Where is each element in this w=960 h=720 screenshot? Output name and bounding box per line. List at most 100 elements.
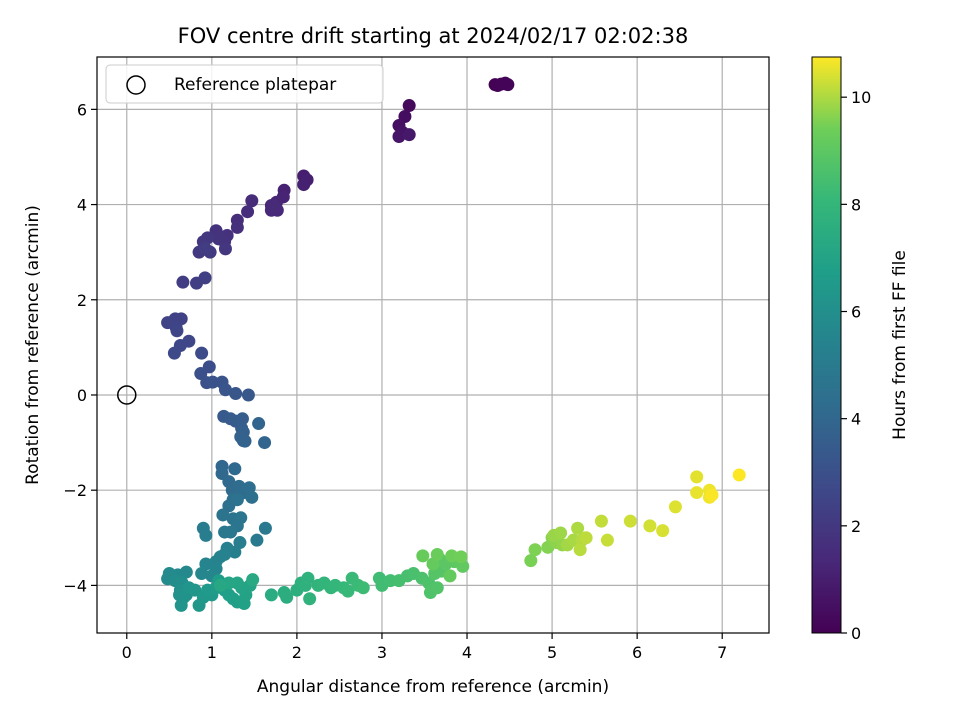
data-point (732, 468, 746, 482)
data-point (198, 271, 212, 285)
reference-platepar-marker (117, 385, 137, 405)
data-point (356, 581, 370, 595)
data-point (218, 383, 232, 397)
data-point (690, 486, 704, 500)
data-point (690, 470, 704, 484)
y-axis-ticks: −4 −2 0 2 4 6 (63, 100, 97, 595)
data-point (199, 528, 213, 542)
y-tick-label: 4 (77, 196, 87, 215)
legend: Reference platepar (105, 64, 384, 104)
colorbar-label: Hours from first FF file (890, 250, 910, 440)
colorbar-tick-label: 0 (851, 624, 861, 643)
data-point (241, 388, 255, 402)
data-point (524, 554, 538, 568)
chart-title: FOV centre drift starting at 2024/02/17 … (178, 24, 689, 48)
data-points (161, 76, 746, 612)
colorbar-tick-label: 10 (851, 88, 871, 107)
data-point (229, 387, 243, 401)
data-point (206, 375, 220, 389)
data-point (218, 525, 232, 539)
data-point (245, 194, 259, 208)
data-point (195, 346, 209, 360)
data-point (705, 488, 719, 502)
data-point (250, 533, 264, 547)
data-point (656, 524, 670, 538)
data-point (443, 569, 457, 583)
data-point (623, 514, 637, 528)
colorbar-gradient (811, 56, 842, 634)
data-point (280, 590, 294, 604)
colorbar-tick-label: 2 (851, 517, 861, 536)
y-tick-label: 0 (77, 386, 87, 405)
data-point (216, 508, 230, 522)
x-tick-label: 0 (122, 643, 132, 662)
y-tick-label: 6 (77, 100, 87, 119)
colorbar-tick-label: 4 (851, 410, 861, 429)
data-point (267, 199, 281, 213)
colorbar-ticks: 0 2 4 6 8 10 (841, 88, 871, 643)
data-point (245, 490, 259, 504)
data-point (170, 324, 184, 338)
data-point (301, 571, 315, 585)
data-point (416, 549, 430, 563)
data-point (258, 436, 272, 450)
x-tick-label: 1 (207, 643, 217, 662)
data-point (528, 543, 542, 557)
x-tick-label: 3 (377, 643, 387, 662)
data-point (573, 543, 587, 557)
data-point (213, 578, 227, 592)
data-point (198, 241, 212, 255)
data-point (454, 550, 468, 564)
data-point (188, 583, 202, 597)
x-tick-label: 7 (717, 643, 727, 662)
legend-entry-reference-platepar: Reference platepar (174, 75, 336, 95)
data-point (668, 500, 682, 514)
data-point (643, 519, 657, 533)
data-point (594, 514, 608, 528)
data-point (167, 346, 181, 360)
data-point (430, 547, 444, 561)
x-tick-label: 6 (632, 643, 642, 662)
data-point (218, 242, 232, 256)
y-tick-label: 2 (77, 291, 87, 310)
data-point (501, 78, 515, 92)
data-point (402, 128, 416, 142)
data-point (174, 598, 188, 612)
data-point (402, 99, 416, 113)
data-point (600, 533, 614, 547)
x-axis-label: Angular distance from reference (arcmin) (257, 677, 609, 697)
data-point (176, 275, 190, 289)
data-point (235, 412, 249, 426)
colorbar-tick-label: 6 (851, 303, 861, 322)
data-point (228, 462, 242, 476)
data-point (252, 417, 266, 431)
data-point (303, 592, 317, 606)
data-point (195, 566, 209, 580)
x-axis-ticks: 0 1 2 3 4 5 6 7 (122, 633, 727, 662)
data-point (212, 232, 226, 246)
data-point (264, 588, 278, 602)
y-tick-label: −2 (63, 481, 87, 500)
data-point (579, 531, 593, 545)
data-point (241, 205, 255, 219)
data-point (571, 521, 585, 535)
data-point (230, 493, 244, 507)
x-tick-label: 2 (292, 643, 302, 662)
plot-frame (96, 56, 770, 634)
y-axis-label: Rotation from reference (arcmin) (23, 205, 43, 485)
data-point (297, 178, 311, 192)
data-point (238, 434, 252, 448)
legend-marker-icon (126, 75, 146, 95)
data-point (430, 581, 444, 595)
x-tick-label: 4 (462, 643, 472, 662)
data-point (233, 536, 247, 550)
colorbar: 0 2 4 6 8 10 Hours from first FF file (811, 56, 910, 643)
data-point (341, 584, 355, 598)
data-point (392, 129, 406, 143)
grid-lines (97, 57, 769, 633)
data-point (445, 549, 459, 563)
data-point (554, 526, 568, 540)
data-point (258, 521, 272, 535)
data-point (230, 220, 244, 234)
